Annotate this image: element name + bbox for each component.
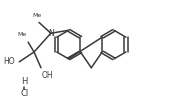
Text: H: H [21, 77, 27, 86]
Text: N: N [48, 29, 54, 38]
Text: OH: OH [42, 71, 54, 80]
Text: Me: Me [17, 32, 26, 37]
Text: HO: HO [4, 57, 15, 66]
Text: Cl: Cl [20, 89, 28, 98]
Text: Me: Me [32, 13, 42, 18]
